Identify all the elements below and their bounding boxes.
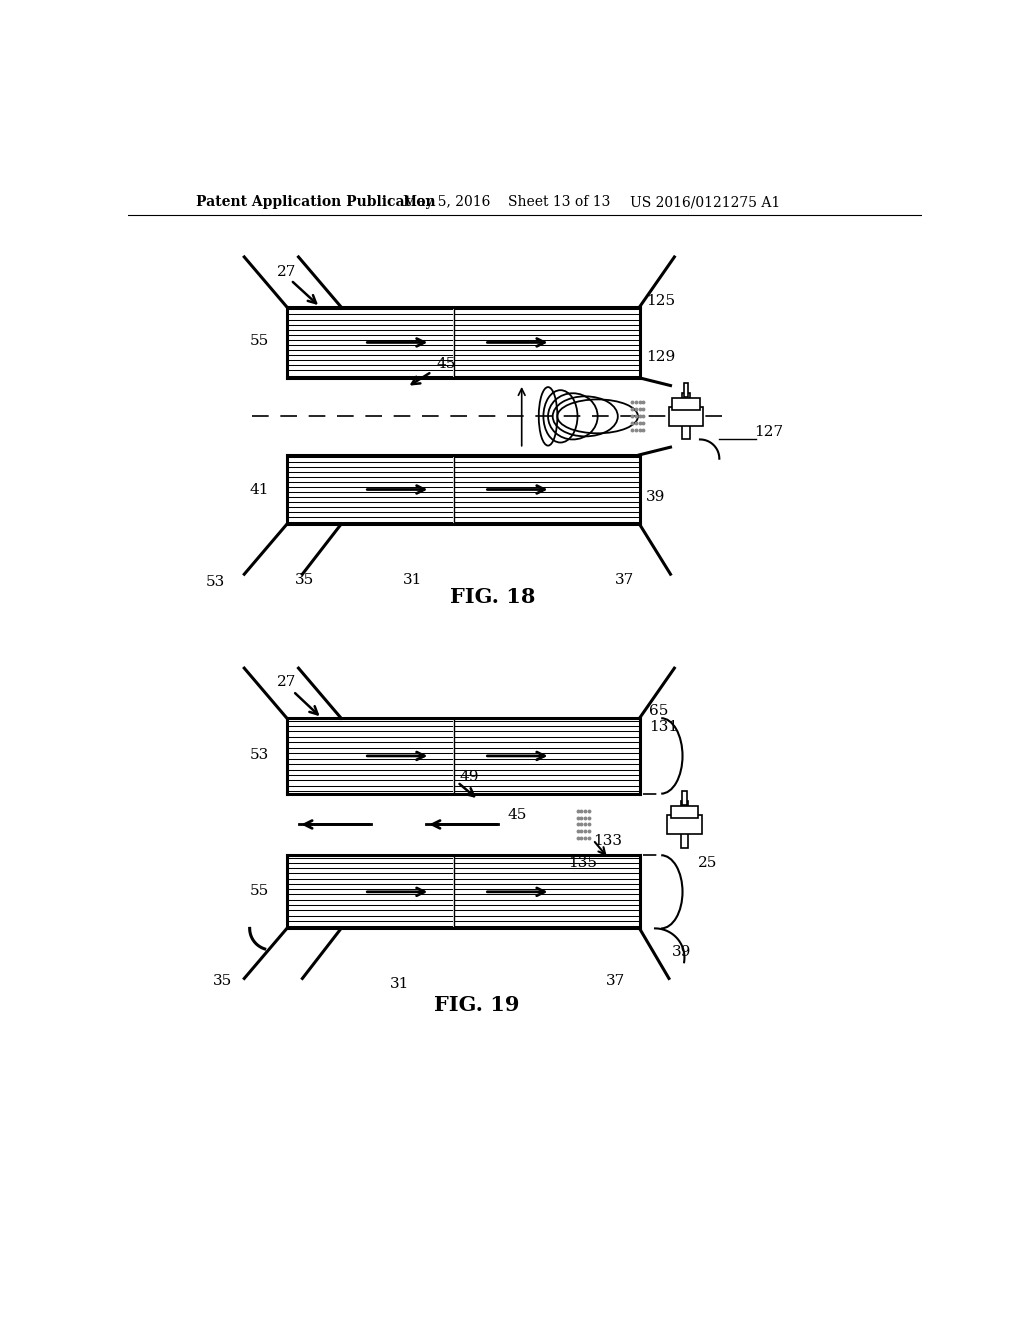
Text: Sheet 13 of 13: Sheet 13 of 13 bbox=[508, 195, 610, 210]
Text: 125: 125 bbox=[646, 294, 675, 308]
Text: 135: 135 bbox=[568, 855, 597, 870]
Text: 127: 127 bbox=[755, 425, 783, 438]
Text: 45: 45 bbox=[508, 808, 527, 822]
Bar bbox=[668, 816, 701, 834]
Text: US 2016/0121275 A1: US 2016/0121275 A1 bbox=[630, 195, 780, 210]
Text: Patent Application Publication: Patent Application Publication bbox=[197, 195, 436, 210]
Text: 35: 35 bbox=[295, 573, 314, 587]
Bar bbox=[684, 383, 688, 397]
Text: 53: 53 bbox=[250, 748, 269, 762]
Text: 55: 55 bbox=[250, 334, 269, 348]
Text: 49: 49 bbox=[460, 770, 479, 784]
Text: 39: 39 bbox=[646, 490, 665, 504]
Text: 31: 31 bbox=[390, 977, 410, 991]
Text: 55: 55 bbox=[250, 884, 269, 899]
Text: 53: 53 bbox=[206, 576, 224, 589]
Bar bbox=[669, 407, 703, 425]
Text: 131: 131 bbox=[649, 719, 678, 734]
Text: 27: 27 bbox=[276, 265, 296, 280]
Text: 45: 45 bbox=[436, 356, 456, 371]
Bar bbox=[682, 393, 690, 440]
Text: May 5, 2016: May 5, 2016 bbox=[403, 195, 490, 210]
Text: 41: 41 bbox=[250, 483, 269, 496]
Text: 25: 25 bbox=[698, 855, 718, 870]
Text: 37: 37 bbox=[605, 974, 625, 987]
Text: 27: 27 bbox=[276, 675, 296, 689]
Bar bbox=[681, 801, 688, 847]
Bar bbox=[671, 807, 698, 818]
Text: 39: 39 bbox=[672, 945, 691, 958]
Text: 133: 133 bbox=[593, 834, 622, 849]
Text: 129: 129 bbox=[646, 350, 675, 364]
Text: FIG. 19: FIG. 19 bbox=[434, 995, 519, 1015]
Bar bbox=[672, 397, 700, 411]
Text: 31: 31 bbox=[403, 573, 423, 587]
Text: 65: 65 bbox=[649, 705, 669, 718]
Bar bbox=[682, 792, 687, 805]
Text: 37: 37 bbox=[614, 573, 634, 587]
Text: FIG. 18: FIG. 18 bbox=[450, 587, 535, 607]
Text: 35: 35 bbox=[213, 974, 232, 987]
